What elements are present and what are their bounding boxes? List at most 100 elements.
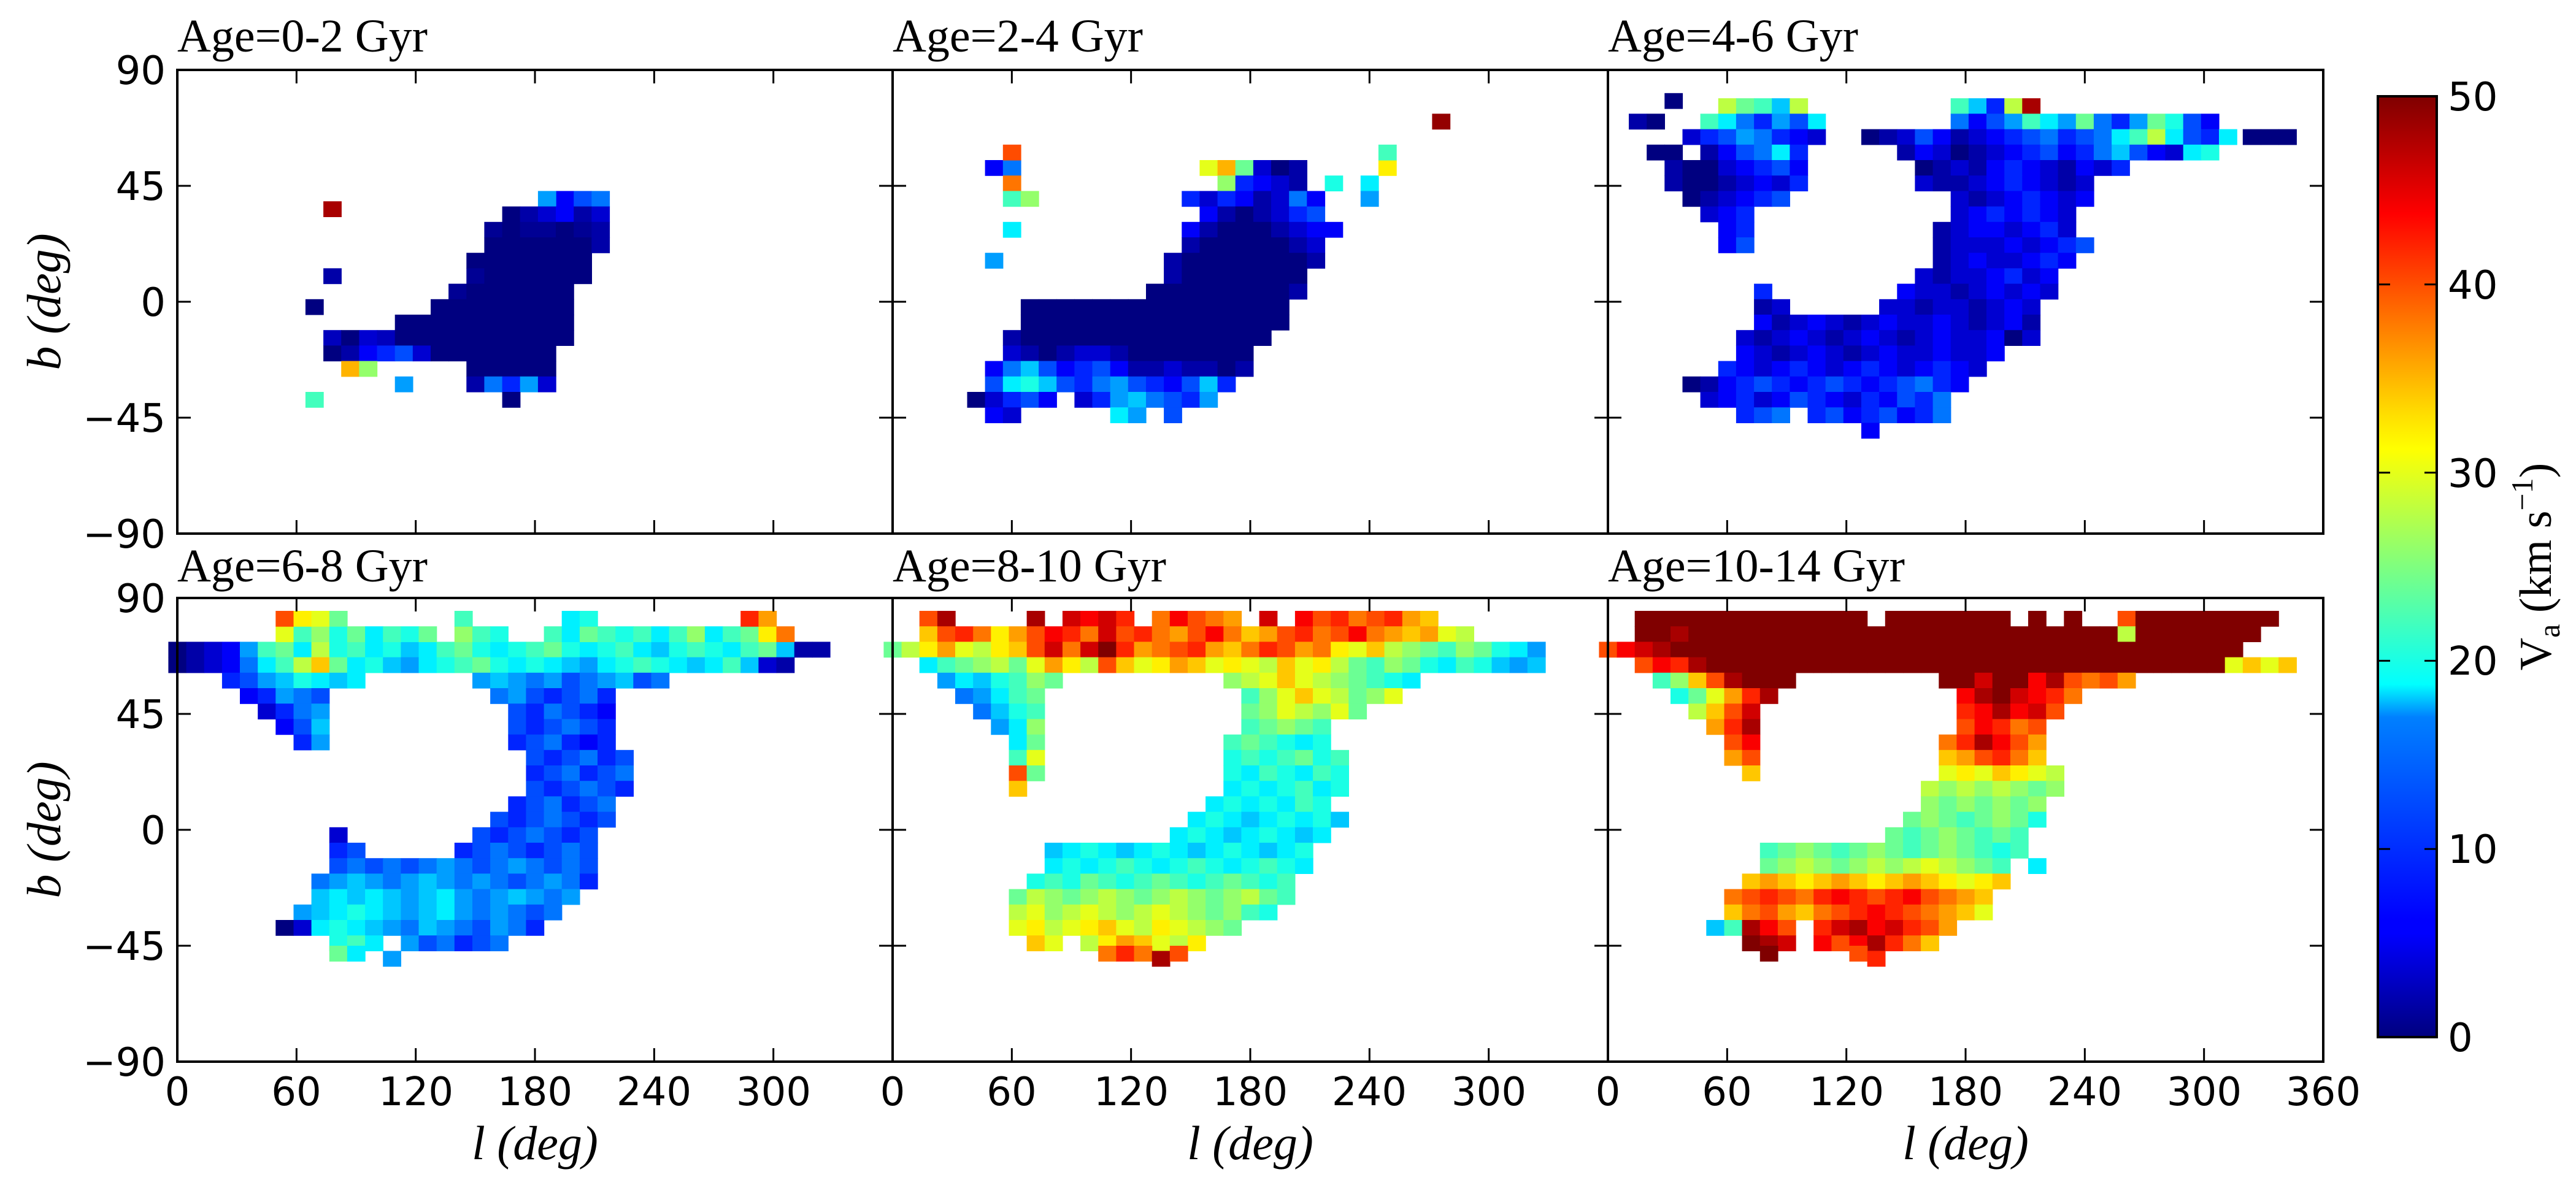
heatmap-cell xyxy=(1289,160,1307,176)
heatmap-cell xyxy=(1742,611,1761,627)
heatmap-cell xyxy=(1313,827,1331,843)
heatmap-cell xyxy=(526,858,545,874)
heatmap-cell xyxy=(2040,144,2059,161)
heatmap-cell xyxy=(1843,330,1862,346)
heatmap-cell xyxy=(1259,843,1278,859)
heatmap-cell xyxy=(1790,175,1809,191)
heatmap-cell xyxy=(275,672,294,689)
heatmap-cell xyxy=(204,657,223,673)
heatmap-cell xyxy=(1277,873,1296,890)
heatmap-cell xyxy=(311,719,330,735)
heatmap-cell xyxy=(1932,376,1951,393)
heatmap-cell xyxy=(686,626,706,642)
heatmap-cell xyxy=(1402,642,1421,658)
heatmap-cell xyxy=(1885,873,1904,890)
heatmap-cell xyxy=(579,843,598,859)
heatmap-cell xyxy=(1098,873,1117,890)
heatmap-cell xyxy=(2099,672,2118,689)
heatmap-cell xyxy=(1235,206,1254,223)
heatmap-cell xyxy=(598,626,616,642)
y-tick-label: 45 xyxy=(116,692,166,738)
heatmap-cell xyxy=(1885,642,1904,658)
heatmap-cell xyxy=(1098,904,1117,921)
heatmap-cell xyxy=(2028,734,2047,751)
heatmap-cell xyxy=(812,642,831,658)
heatmap-cell xyxy=(490,672,509,689)
heatmap-cell xyxy=(412,330,431,346)
heatmap-cell xyxy=(1217,345,1236,362)
heatmap-cell xyxy=(1002,361,1021,377)
heatmap-cell xyxy=(1956,719,1975,735)
heatmap-cell xyxy=(293,626,312,642)
heatmap-cell xyxy=(1294,811,1313,828)
y-tick-label: 0 xyxy=(140,280,166,326)
heatmap-cell xyxy=(508,672,527,689)
heatmap-cell xyxy=(1700,175,1719,191)
heatmap-cell xyxy=(1307,237,1326,253)
heatmap-cell xyxy=(651,642,670,658)
heatmap-cell xyxy=(1861,392,1880,408)
heatmap-cell xyxy=(1903,611,1921,627)
heatmap-cell xyxy=(2022,253,2041,269)
heatmap-cell xyxy=(2040,237,2059,253)
heatmap-cell xyxy=(2261,129,2279,145)
heatmap-cell xyxy=(1688,626,1707,642)
heatmap-cell xyxy=(544,904,563,921)
heatmap-cell xyxy=(1271,299,1290,315)
heatmap-cell xyxy=(490,873,509,890)
y-tick-label: −45 xyxy=(83,924,166,970)
heatmap-cell xyxy=(1474,642,1493,658)
heatmap-cell xyxy=(1199,392,1218,408)
heatmap-cell xyxy=(1313,688,1331,704)
heatmap-cell xyxy=(2004,253,2023,269)
colorbar-frame xyxy=(2377,95,2438,1038)
heatmap-cell xyxy=(544,873,563,890)
heatmap-cell xyxy=(1992,858,2011,874)
heatmap-cell xyxy=(1718,144,1737,161)
heatmap-cell xyxy=(919,642,938,658)
heatmap-cell xyxy=(329,626,348,642)
heatmap-cell xyxy=(275,719,294,735)
heatmap-cell xyxy=(1956,765,1975,781)
heatmap-cell xyxy=(2129,129,2148,145)
heatmap-cell xyxy=(1867,657,1886,673)
heatmap-cell xyxy=(1056,299,1075,315)
heatmap-cell xyxy=(556,191,574,207)
heatmap-cell xyxy=(2112,144,2130,161)
heatmap-cell xyxy=(275,920,294,936)
heatmap-cell xyxy=(2207,626,2226,642)
heatmap-cell xyxy=(472,904,491,921)
heatmap-cell xyxy=(1169,873,1188,890)
heatmap-cell xyxy=(1849,904,1868,921)
heatmap-cell xyxy=(1736,221,1755,238)
heatmap-cell xyxy=(1992,811,2011,828)
heatmap-cell xyxy=(359,361,378,377)
heatmap-cell xyxy=(1754,98,1772,114)
heatmap-cell xyxy=(1939,811,1958,828)
heatmap-cell xyxy=(1164,253,1182,269)
heatmap-cell xyxy=(508,873,527,890)
heatmap-cell xyxy=(1259,657,1278,673)
heatmap-cell xyxy=(359,330,378,346)
heatmap-cell xyxy=(1796,904,1814,921)
heatmap-cell xyxy=(1205,626,1224,642)
heatmap-cell xyxy=(365,904,383,921)
heatmap-cell xyxy=(1271,160,1290,176)
heatmap-cell xyxy=(1885,904,1904,921)
heatmap-cell xyxy=(1915,175,1934,191)
heatmap-cell xyxy=(2004,268,2023,285)
heatmap-cell xyxy=(985,160,1004,176)
heatmap-cell xyxy=(1026,657,1045,673)
heatmap-cell xyxy=(418,626,437,642)
heatmap-cell xyxy=(544,749,563,766)
heatmap-cell xyxy=(520,299,539,315)
heatmap-cell xyxy=(544,781,563,797)
heatmap-cell xyxy=(598,672,616,689)
heatmap-cell xyxy=(1199,361,1218,377)
heatmap-cell xyxy=(1182,361,1201,377)
heatmap-cell xyxy=(544,703,563,719)
heatmap-cell xyxy=(1796,642,1814,658)
heatmap-cell xyxy=(1080,873,1099,890)
heatmap-cell xyxy=(431,315,449,331)
heatmap-cell xyxy=(1223,796,1242,813)
